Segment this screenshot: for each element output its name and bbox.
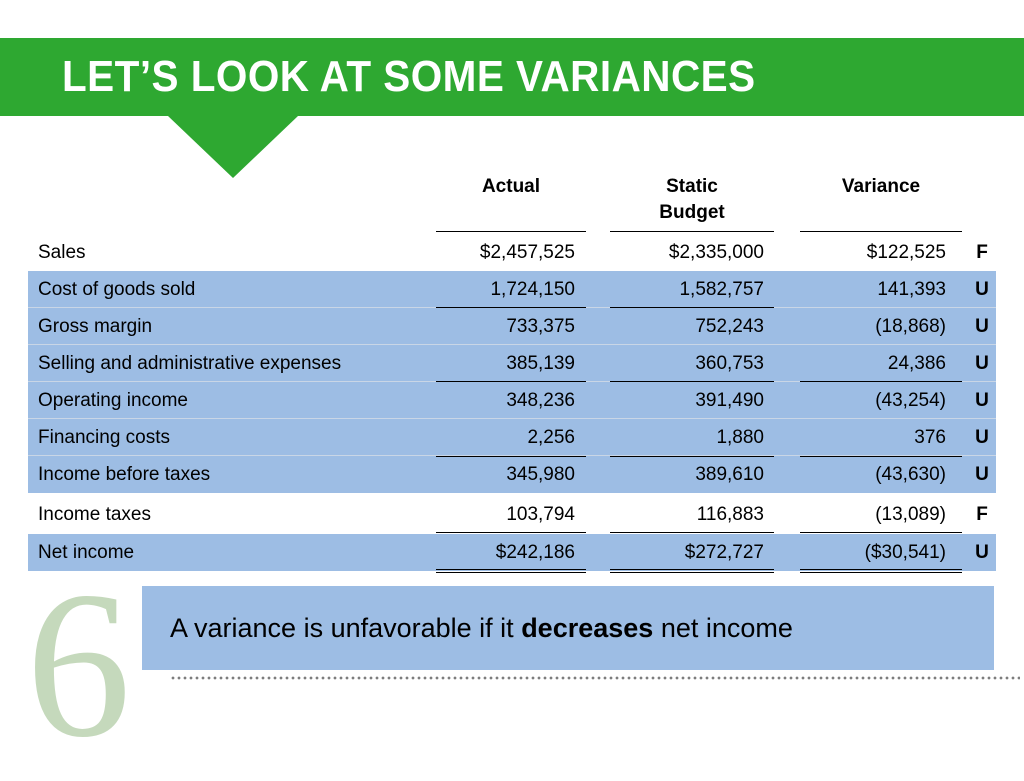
- actual-value: $242,186: [495, 542, 575, 563]
- header-rule-budget: [610, 231, 774, 232]
- variance-flag: U: [975, 427, 989, 448]
- variance-flag: U: [975, 390, 989, 411]
- variance-flag: F: [976, 242, 988, 263]
- budget-value: $2,335,000: [668, 242, 764, 263]
- variance-value: (18,868): [875, 316, 946, 337]
- budget-value: 752,243: [695, 316, 764, 337]
- budget-value: 360,753: [695, 353, 764, 374]
- actual-value: 1,724,150: [490, 279, 575, 300]
- budget-value: 389,610: [695, 464, 764, 485]
- subtotal-rule-variance: [800, 456, 962, 457]
- variance-value: (43,630): [875, 464, 946, 485]
- subtotal-rule-variance: [800, 532, 962, 533]
- callout-suffix: net income: [653, 613, 793, 643]
- subtotal-rule-budget: [610, 456, 774, 457]
- double-rule-actual: [436, 569, 586, 574]
- subtotal-rule-budget: [610, 532, 774, 533]
- subtotal-rule-budget: [610, 381, 774, 382]
- variance-value: 376: [914, 427, 946, 448]
- header-rule-actual: [436, 231, 586, 232]
- callout-emphasis: decreases: [521, 613, 654, 643]
- budget-value: $272,727: [684, 542, 764, 563]
- row-label: Income before taxes: [38, 464, 211, 485]
- table-row-income-before-taxes: Income before taxes 345,980 389,610 (43,…: [28, 456, 996, 493]
- table-row-gross-margin: Gross margin 733,375 752,243 (18,868) U: [28, 308, 996, 345]
- variance-flag: U: [975, 464, 989, 485]
- subtotal-rule-actual: [436, 532, 586, 533]
- subtotal-rule-budget: [610, 307, 774, 308]
- table-row-income-taxes: Income taxes 103,794 116,883 (13,089) F: [28, 496, 996, 533]
- actual-value: 103,794: [506, 504, 575, 525]
- variance-flag: U: [975, 353, 989, 374]
- row-label: Selling and administrative expenses: [38, 353, 342, 374]
- table-row-net-income: Net income $242,186 $272,727 ($30,541) U: [28, 534, 996, 571]
- variance-value: 24,386: [887, 353, 946, 374]
- column-header-variance: Variance: [841, 176, 921, 197]
- variance-flag: F: [976, 504, 988, 525]
- variance-value: ($30,541): [864, 542, 946, 563]
- table-row-financing-costs: Financing costs 2,256 1,880 376 U: [28, 419, 996, 456]
- budget-value: 116,883: [696, 504, 764, 525]
- callout-box: A variance is unfavorable if it decrease…: [142, 586, 994, 670]
- double-rule-variance: [800, 569, 962, 574]
- row-label: Net income: [38, 542, 135, 563]
- budget-value: 391,490: [695, 390, 764, 411]
- table-row-cost-of-goods-sold: Cost of goods sold 1,724,150 1,582,757 1…: [28, 271, 996, 308]
- table-row-operating-income: Operating income 348,236 391,490 (43,254…: [28, 382, 996, 419]
- variance-flag: U: [975, 279, 989, 300]
- table-row-sales: Sales $2,457,525 $2,335,000 $122,525 F: [28, 234, 996, 271]
- callout-prefix: A variance is unfavorable if it: [170, 613, 522, 643]
- row-label: Cost of goods sold: [38, 279, 196, 300]
- callout-text: A variance is unfavorable if it decrease…: [170, 586, 793, 670]
- variance-flag: U: [975, 542, 989, 563]
- variance-value: (43,254): [875, 390, 946, 411]
- row-label: Sales: [38, 242, 86, 263]
- actual-value: 345,980: [506, 464, 575, 485]
- actual-value: 385,139: [506, 353, 575, 374]
- column-header-static-budget: Static Budget: [610, 174, 774, 226]
- budget-value: 1,880: [716, 427, 764, 448]
- subtotal-rule-variance: [800, 381, 962, 382]
- variance-value: $122,525: [866, 242, 946, 263]
- row-label: Gross margin: [38, 316, 153, 337]
- page-title: LET’S LOOK AT SOME VARIANCES: [62, 52, 756, 101]
- dotted-divider: [170, 676, 1020, 680]
- actual-value: 348,236: [506, 390, 575, 411]
- subtotal-rule-actual: [436, 381, 586, 382]
- actual-value: 2,256: [527, 427, 575, 448]
- variance-flag: U: [975, 316, 989, 337]
- subtotal-rule-actual: [436, 456, 586, 457]
- actual-value: $2,457,525: [479, 242, 575, 263]
- chapter-number: 6: [26, 549, 131, 781]
- title-banner: [0, 38, 1024, 116]
- column-header-static-budget-line2: Budget: [659, 202, 725, 223]
- variance-value: (13,089): [875, 504, 946, 525]
- double-rule-budget: [610, 569, 774, 574]
- column-header-static-budget-line1: Static: [666, 176, 718, 197]
- actual-value: 733,375: [506, 316, 575, 337]
- row-label: Operating income: [38, 390, 188, 411]
- subtotal-rule-actual: [436, 307, 586, 308]
- variance-value: 141,393: [877, 279, 946, 300]
- column-header-actual: Actual: [481, 176, 541, 197]
- row-label: Income taxes: [38, 504, 151, 525]
- budget-value: 1,582,757: [679, 279, 764, 300]
- header-rule-variance: [800, 231, 962, 232]
- row-label: Financing costs: [38, 427, 171, 448]
- table-row-selling-admin-expenses: Selling and administrative expenses 385,…: [28, 345, 996, 382]
